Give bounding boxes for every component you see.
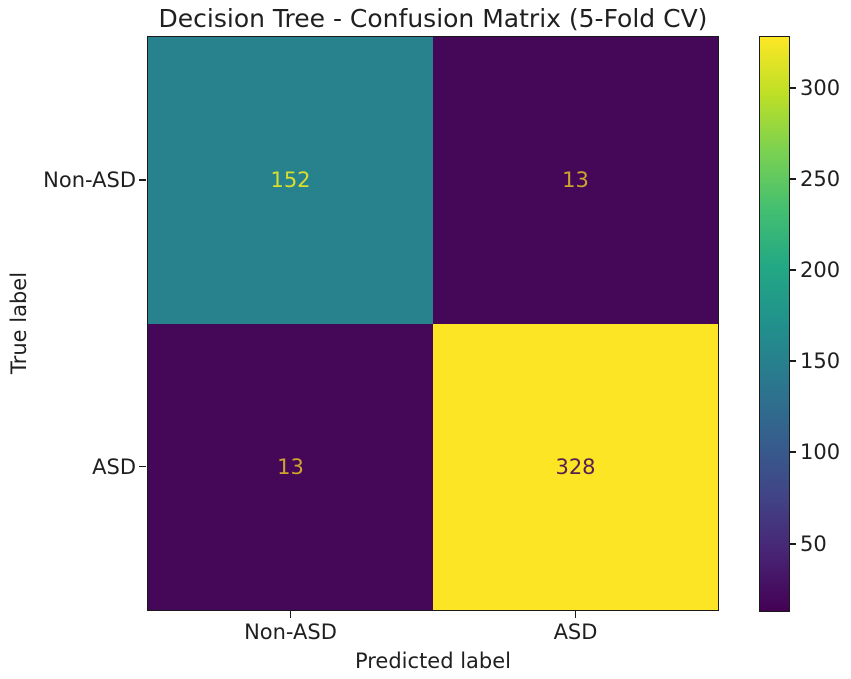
colorbar-tick-label-300: 300 [800,76,841,100]
colorbar-tick-label-50: 50 [800,532,827,556]
x-tick-mark-nonasd [289,611,292,618]
x-axis-label: Predicted label [354,649,512,673]
colorbar-tick-label-150: 150 [800,349,841,373]
y-axis-label: True label [7,271,31,375]
chart-title: Decision Tree - Confusion Matrix (5-Fold… [158,4,708,33]
matrix-cell-true-asd-pred-asd: 328 [433,323,718,610]
y-tick-label-asd: ASD [92,455,136,479]
colorbar-tick-label-200: 200 [800,258,841,282]
colorbar-tick-mark-150 [789,360,796,362]
y-tick-label-nonasd: Non-ASD [43,168,136,192]
matrix-cell-true-asd-pred-nonasd: 13 [148,323,433,610]
colorbar-tick-mark-200 [789,269,796,271]
colorbar-tick-label-250: 250 [800,167,841,191]
matrix-cell-true-nonasd-pred-nonasd: 152 [148,37,433,324]
colorbar-tick-label-100: 100 [800,440,841,464]
x-tick-label-asd: ASD [553,620,598,644]
colorbar-gradient [759,36,790,612]
x-tick-label-nonasd: Non-ASD [244,620,337,644]
x-tick-mark-asd [574,611,577,618]
colorbar-tick-mark-50 [789,543,796,545]
colorbar-tick-mark-250 [789,178,796,180]
colorbar-tick-mark-300 [789,87,796,89]
heatmap-plot-area: 152 13 13 328 [147,36,719,611]
y-tick-mark-nonasd [139,179,146,181]
y-tick-mark-asd [139,465,146,468]
matrix-cell-true-nonasd-pred-asd: 13 [433,37,718,324]
colorbar-tick-mark-100 [789,451,796,453]
